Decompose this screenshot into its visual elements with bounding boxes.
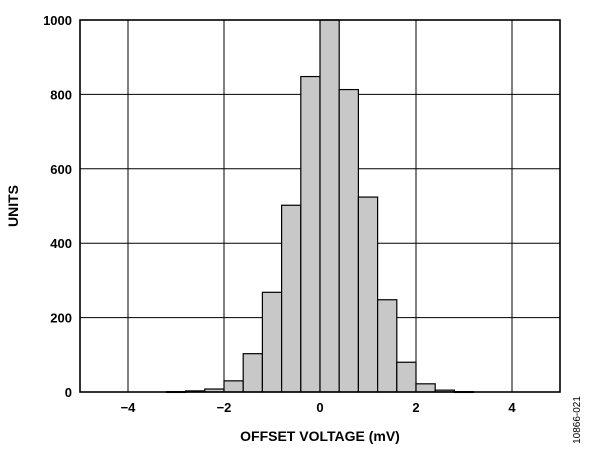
histogram-bar	[281, 204, 302, 393]
histogram-bar	[223, 380, 244, 393]
y-tick-label: 200	[50, 311, 72, 326]
y-tick-label: 400	[50, 236, 72, 251]
figure-id: 10866-021	[572, 396, 583, 444]
y-axis-title: UNITS	[5, 185, 21, 227]
histogram-bar	[338, 88, 360, 393]
histogram-bar	[357, 196, 379, 393]
histogram-bar	[415, 383, 436, 393]
x-tick-label: −2	[217, 400, 232, 415]
tick-labels: −4 −2 0 2 4 0 200 400 600 800 1000	[43, 13, 516, 415]
y-tick-label: 1000	[43, 13, 72, 28]
x-tick-label: 0	[316, 400, 323, 415]
x-tick-label: 4	[508, 400, 516, 415]
bars	[165, 19, 475, 394]
x-tick-label: −4	[121, 400, 137, 415]
histogram-bar	[242, 353, 263, 393]
y-tick-label: 600	[50, 162, 72, 177]
histogram-bar	[300, 75, 321, 393]
histogram-bar	[261, 291, 283, 393]
x-tick-label: 2	[412, 400, 419, 415]
histogram-bar	[319, 19, 340, 393]
histogram-bar	[396, 361, 417, 393]
plot-frame	[79, 19, 561, 393]
y-tick-label: 800	[50, 87, 72, 102]
x-axis-title: OFFSET VOLTAGE (mV)	[240, 428, 400, 444]
histogram-bar	[377, 299, 398, 393]
y-tick-label: 0	[65, 385, 72, 400]
